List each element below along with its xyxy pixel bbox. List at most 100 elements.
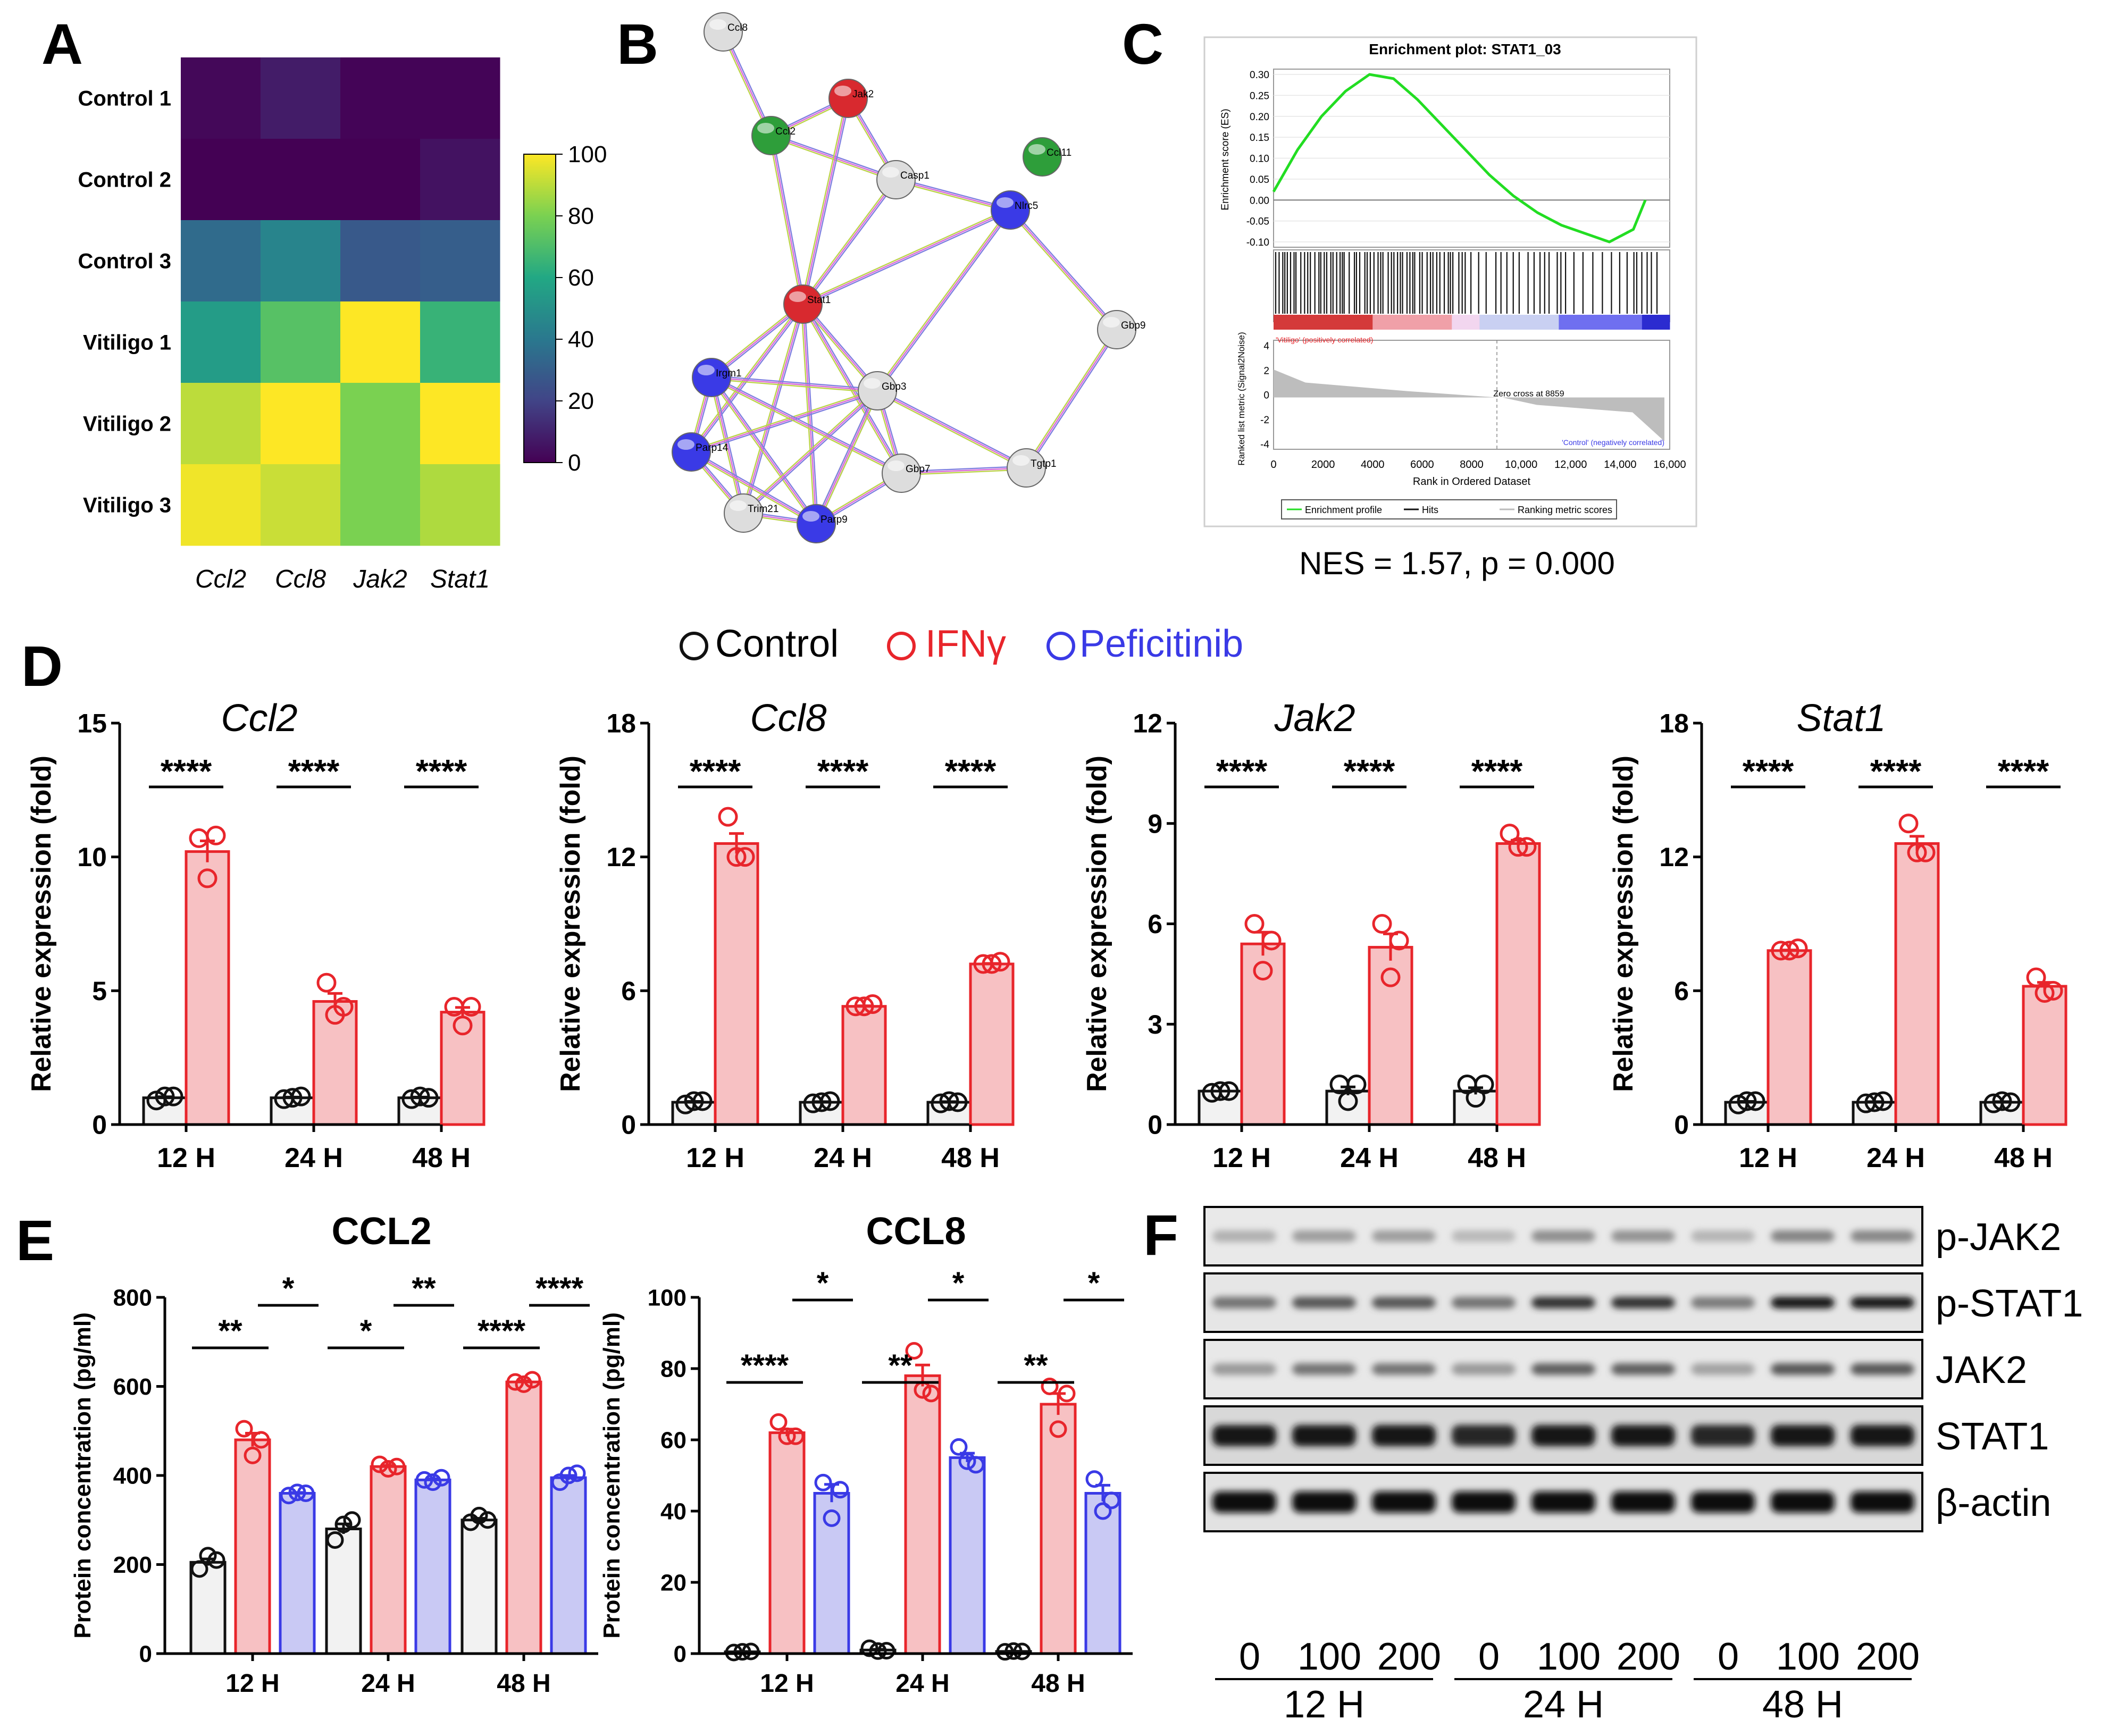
blot-band — [1771, 1425, 1835, 1446]
gsea-rank-band — [1372, 315, 1452, 330]
time-label: 12 H — [1284, 1683, 1364, 1726]
y-tick-label: 6 — [1148, 909, 1162, 939]
gsea-x-axis-label: Rank in Ordered Dataset — [1413, 476, 1531, 488]
y-tick-label: 0 — [621, 1110, 636, 1140]
data-point — [206, 825, 226, 845]
data-point — [1898, 814, 1919, 834]
blot-band — [1292, 1363, 1356, 1375]
panel-a-label: A — [41, 12, 83, 76]
bar — [1084, 1492, 1121, 1655]
network-node-label: Gbp3 — [882, 381, 906, 392]
gsea-legend-label: Enrichment profile — [1305, 505, 1382, 515]
legend-ifng-marker — [887, 632, 916, 660]
network-edge — [901, 465, 1026, 473]
x-tick-label: 48 H — [497, 1670, 550, 1698]
network-edge — [814, 390, 877, 524]
network-edge — [802, 304, 817, 524]
gsea-metric-tick-label: 4 — [1263, 341, 1269, 352]
gsea-es-axis-label: Enrichment score (ES) — [1220, 108, 1231, 210]
data-point — [1517, 837, 1537, 857]
network-node-label: Jak2 — [852, 89, 874, 100]
data-point — [1261, 930, 1282, 951]
network-node-label: Ccl11 — [1047, 147, 1071, 158]
heatmap-cell — [420, 220, 500, 302]
blot-band — [1691, 1425, 1755, 1446]
heatmap-cell — [340, 301, 421, 383]
significance-label: **** — [690, 753, 741, 790]
dose-label: 0 — [1718, 1636, 1739, 1678]
bar — [550, 1476, 587, 1655]
x-tick-label: 12 H — [1212, 1143, 1271, 1173]
gsea-metric-tick-label: -4 — [1260, 439, 1269, 450]
blot-band — [1372, 1363, 1436, 1375]
gsea-metric-tick-label: -2 — [1260, 415, 1269, 426]
network-edge — [876, 391, 1026, 470]
gsea-legend-label: Ranking metric scores — [1518, 505, 1612, 515]
data-point — [371, 1455, 389, 1473]
blot-band — [1452, 1230, 1516, 1242]
heatmap-column-label: Jak2 — [353, 565, 407, 593]
network-edge — [803, 211, 1011, 307]
data-point — [1779, 941, 1799, 961]
y-tick-label: 15 — [77, 709, 107, 739]
gsea-ytick-label: 0.00 — [1250, 195, 1269, 206]
gsea-legend-label: Hits — [1422, 505, 1438, 515]
y-tick-label: 20 — [660, 1570, 687, 1596]
blot-band — [1771, 1230, 1835, 1242]
data-point — [334, 1515, 353, 1533]
network-edge — [817, 391, 880, 525]
network-edge — [691, 391, 878, 455]
data-point — [922, 1385, 940, 1403]
data-point — [1013, 1642, 1031, 1660]
panel-d-charts: 12 H 24 H 48 H 0 5 10 15 Relative expression (f… — [26, 697, 2067, 1173]
data-point — [199, 1547, 217, 1565]
y-axis-label: Protein concentration (pg/ml) — [70, 1312, 96, 1639]
heatmap-cell — [340, 139, 421, 221]
data-point — [990, 952, 1010, 972]
colorbar-ticks: 100 80 60 40 20 0 — [556, 141, 607, 476]
blot-band — [1372, 1425, 1436, 1446]
network-edge — [1024, 328, 1116, 467]
data-point — [415, 1471, 433, 1489]
data-point — [1915, 842, 1936, 862]
network-edge — [772, 135, 806, 304]
data-point — [453, 1016, 473, 1036]
bar — [185, 850, 230, 1126]
y-axis-label: Relative expression (fold) — [26, 756, 57, 1092]
heatmap-row-label: Vitiligo 2 — [83, 413, 171, 436]
data-point — [684, 1091, 704, 1111]
y-tick-label: 600 — [113, 1374, 152, 1400]
blot-band — [1452, 1297, 1516, 1309]
network-node-label: Ccl8 — [727, 22, 748, 33]
network-edge — [800, 98, 848, 304]
data-point — [1372, 914, 1392, 934]
network-node-label: Gbp9 — [1121, 320, 1145, 331]
network-edge — [877, 390, 1027, 469]
data-point — [823, 1509, 841, 1527]
y-tick-label: 6 — [1674, 976, 1689, 1006]
gsea-xtick-label: 14,000 — [1604, 459, 1636, 471]
dose-label: 100 — [1776, 1636, 1840, 1678]
dose-label: 200 — [1617, 1636, 1680, 1678]
treatment-legend: Control IFNγ Peficitinib — [680, 623, 1243, 665]
significance-label: **** — [478, 1314, 526, 1348]
gsea-rank-band — [1452, 315, 1480, 330]
blot-band — [1212, 1425, 1276, 1446]
data-point — [282, 1088, 303, 1108]
panel-c: C Enrichment plot: STAT1_03 0.30 0.25 0.20… — [1122, 12, 1697, 581]
data-point — [718, 807, 738, 827]
y-tick-label: 60 — [660, 1427, 687, 1453]
heatmap-row-label: Vitiligo 3 — [83, 494, 171, 517]
panel-d-label: D — [21, 634, 63, 698]
network-node-highlight — [834, 86, 851, 96]
bar-chart-stat1: 12 H 24 H 48 H 0 6 12 18 Relative expression (f… — [1608, 697, 2067, 1173]
data-point — [1210, 1081, 1230, 1101]
bar-chart-ccl2: 12 H 24 H 48 H 0 5 10 15 Relative expression (f… — [26, 697, 485, 1173]
gsea-metric-tick-label: 2 — [1263, 365, 1269, 376]
bar — [969, 962, 1015, 1126]
panel-c-label: C — [1122, 12, 1163, 76]
data-point — [769, 1413, 788, 1431]
blot-band — [1771, 1491, 1835, 1513]
network-edge — [710, 378, 901, 475]
y-tick-label: 80 — [660, 1356, 687, 1382]
